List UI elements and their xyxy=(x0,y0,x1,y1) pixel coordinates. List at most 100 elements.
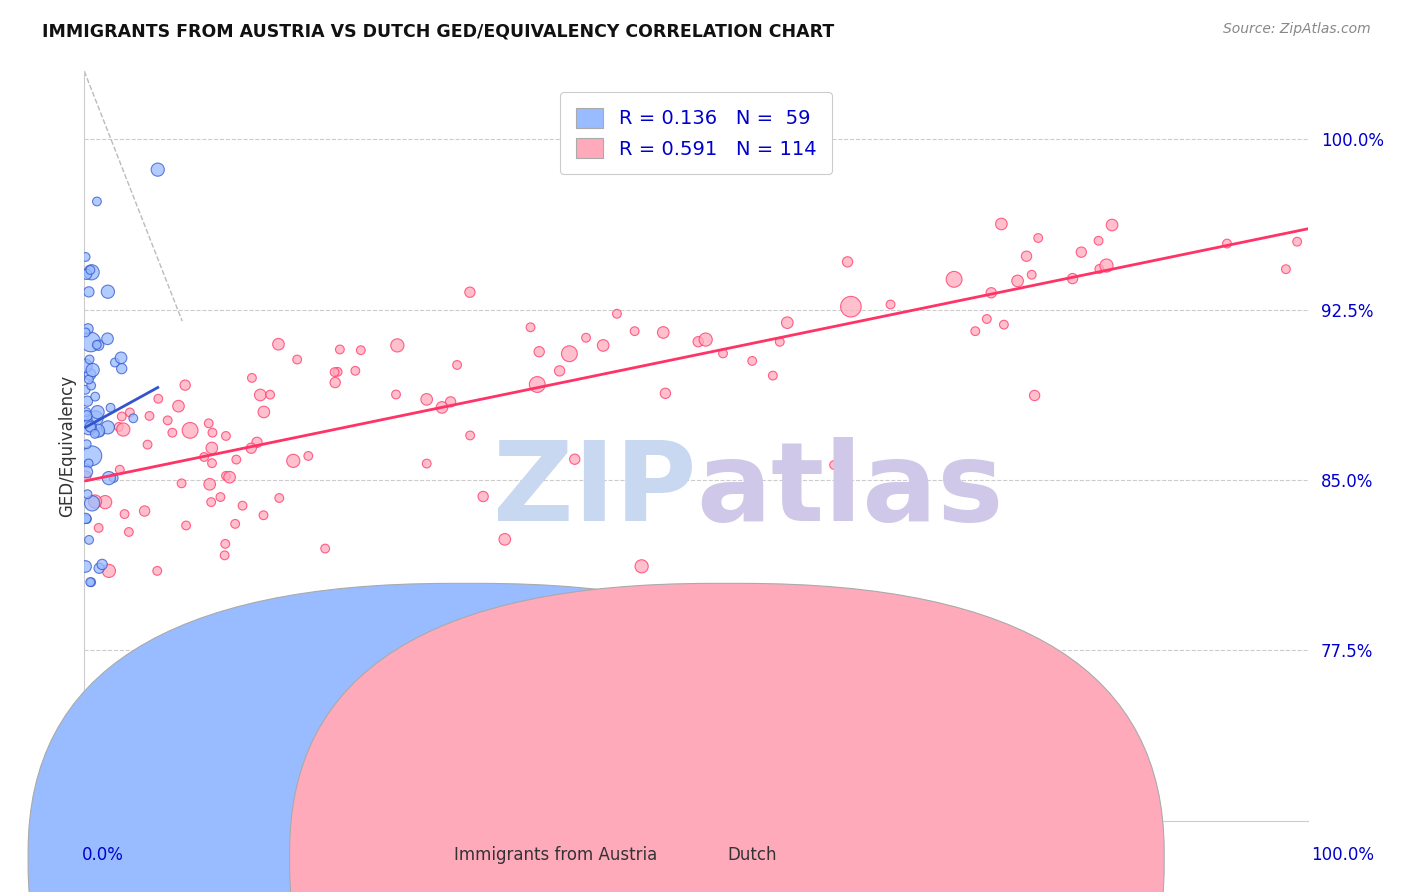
Point xyxy=(174,518,197,533)
Point xyxy=(527,344,550,359)
Point xyxy=(232,499,254,513)
Point xyxy=(134,504,156,518)
Point xyxy=(138,409,160,423)
Point xyxy=(201,425,224,440)
Point xyxy=(97,420,120,434)
Point xyxy=(76,412,98,426)
Point xyxy=(96,332,118,346)
Point xyxy=(75,250,97,264)
Point xyxy=(79,263,101,277)
Point xyxy=(136,437,159,451)
Y-axis label: GED/Equivalency: GED/Equivalency xyxy=(58,375,76,517)
Point xyxy=(329,343,352,357)
Text: 0.0%: 0.0% xyxy=(82,846,124,863)
Point xyxy=(415,457,437,471)
Point xyxy=(76,394,98,409)
Point xyxy=(249,388,271,402)
Point xyxy=(606,307,628,321)
Point xyxy=(1088,261,1111,276)
Point xyxy=(162,425,184,440)
Legend: R = 0.136   N =  59, R = 0.591   N = 114: R = 0.136 N = 59, R = 0.591 N = 114 xyxy=(560,92,832,174)
Point xyxy=(990,217,1012,231)
Point xyxy=(146,564,169,578)
Point xyxy=(83,426,105,441)
Point xyxy=(80,449,103,463)
Point xyxy=(344,364,367,378)
Text: Dutch: Dutch xyxy=(727,846,778,863)
Point xyxy=(943,272,966,286)
Point xyxy=(122,411,145,425)
Point xyxy=(87,424,110,438)
Point xyxy=(558,347,581,361)
Point xyxy=(82,496,104,510)
Point xyxy=(77,420,100,434)
Point xyxy=(79,575,101,590)
Point xyxy=(323,365,346,379)
Point xyxy=(167,399,190,413)
Point xyxy=(240,442,263,456)
Point xyxy=(77,372,100,386)
Point xyxy=(1062,271,1084,285)
Point xyxy=(111,361,134,376)
Point xyxy=(494,533,516,547)
Point xyxy=(200,495,222,509)
Point xyxy=(103,471,125,485)
Point xyxy=(118,524,141,539)
Point xyxy=(76,267,98,281)
Text: IMMIGRANTS FROM AUSTRIA VS DUTCH GED/EQUIVALENCY CORRELATION CHART: IMMIGRANTS FROM AUSTRIA VS DUTCH GED/EQU… xyxy=(42,22,834,40)
Point xyxy=(75,383,97,397)
Point xyxy=(84,390,107,404)
Point xyxy=(89,561,111,575)
Point xyxy=(77,533,100,547)
Point xyxy=(526,377,548,392)
Point xyxy=(108,463,131,477)
Point xyxy=(439,395,461,409)
Point xyxy=(118,405,141,419)
Point xyxy=(385,387,408,401)
Text: Immigrants from Austria: Immigrants from Austria xyxy=(454,846,657,863)
Point xyxy=(77,457,100,471)
Point xyxy=(652,326,675,340)
Point xyxy=(214,537,236,551)
Point xyxy=(283,454,305,468)
Point xyxy=(654,386,676,401)
Point xyxy=(209,490,232,504)
Point xyxy=(297,449,319,463)
Point xyxy=(156,413,179,427)
Point xyxy=(776,316,799,330)
Point xyxy=(1021,268,1043,282)
Point xyxy=(246,435,269,450)
Point xyxy=(86,405,108,419)
Point xyxy=(823,458,845,472)
Point xyxy=(89,425,111,439)
Point xyxy=(253,405,276,419)
Point xyxy=(976,312,998,326)
Point xyxy=(193,450,215,464)
Point xyxy=(965,324,987,338)
Point xyxy=(79,368,101,382)
Point xyxy=(111,409,134,424)
Point xyxy=(1286,235,1309,249)
Point xyxy=(76,487,98,501)
Point xyxy=(1101,218,1123,232)
Point xyxy=(110,351,132,365)
Point xyxy=(75,326,97,340)
Point xyxy=(79,419,101,434)
Point xyxy=(80,334,103,349)
Point xyxy=(75,559,97,574)
Point xyxy=(75,469,97,483)
Point xyxy=(170,476,193,491)
Point xyxy=(688,334,710,349)
Point xyxy=(323,376,346,390)
Point xyxy=(1216,236,1239,251)
Point xyxy=(218,470,240,484)
Point xyxy=(84,494,107,508)
Point xyxy=(87,521,110,535)
Point xyxy=(215,468,238,483)
Point xyxy=(1087,234,1109,248)
Point xyxy=(711,346,734,360)
Point xyxy=(201,456,224,470)
Point xyxy=(75,359,97,373)
Point xyxy=(79,352,101,367)
Point xyxy=(80,265,103,279)
